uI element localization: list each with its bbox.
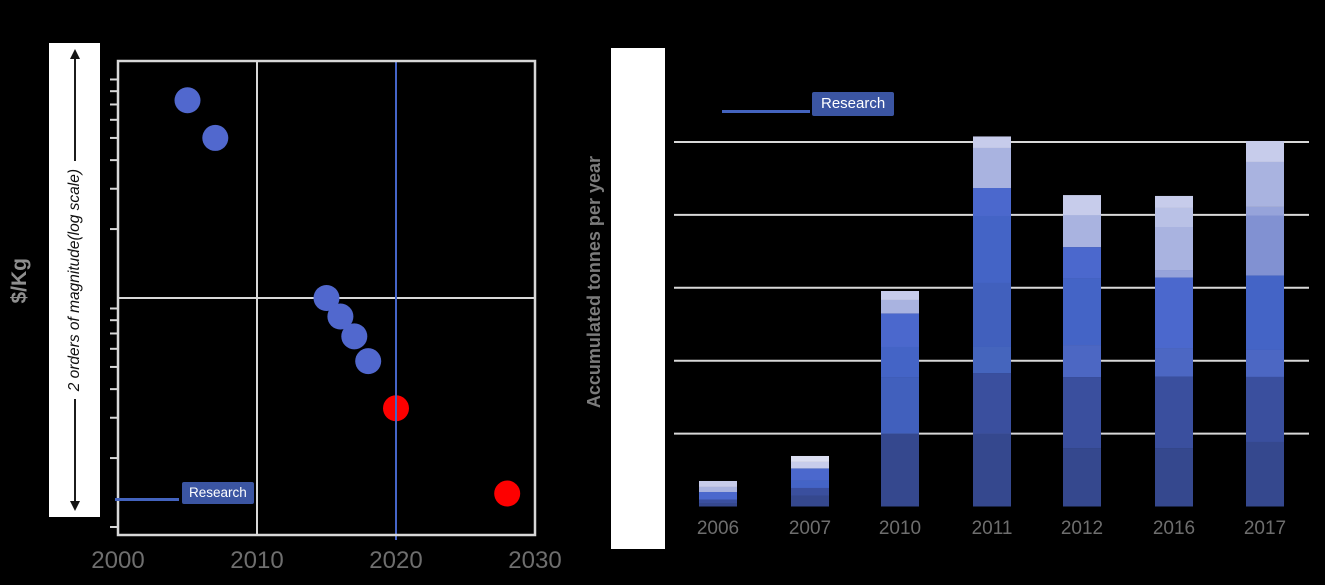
scatter-point [355, 348, 382, 375]
scatter-point [313, 285, 340, 311]
bar-segment [699, 486, 737, 492]
bar-segment [973, 187, 1011, 216]
bar-segment [1155, 227, 1193, 271]
magnitude-scale-bar: 2 orders of magnitude(log scale) [49, 43, 100, 517]
bar-segment [1246, 376, 1284, 442]
bar-category-label: 2010 [879, 518, 921, 539]
bar-segment [881, 377, 919, 434]
scatter-point [327, 303, 354, 330]
bar-segment [699, 480, 737, 487]
x-tick-label: 2010 [230, 547, 283, 574]
arrow-up-icon [69, 49, 80, 59]
bar-segment [1063, 247, 1101, 279]
bar-category-label: 2011 [972, 518, 1013, 539]
bar-category-label: 2012 [1061, 518, 1103, 539]
bar-segment [1246, 215, 1284, 276]
bar-segment [1246, 161, 1284, 207]
bar-segment [1246, 206, 1284, 216]
arrow-stem [73, 399, 76, 502]
bar-segment [1155, 195, 1193, 208]
bar-segment [973, 433, 1011, 507]
bar-segment [699, 491, 737, 500]
bar-segment [1155, 376, 1193, 449]
bar-category-label: 2017 [1244, 518, 1286, 539]
bar-segment [1063, 215, 1101, 248]
arrow-down-icon [69, 501, 80, 512]
bar-segment [1246, 275, 1284, 350]
bar-segment [973, 215, 1011, 283]
bar-segment [1246, 140, 1284, 162]
right-scale-bar [611, 48, 665, 549]
bar-segment [1155, 348, 1193, 377]
bar-segment [1063, 195, 1101, 216]
bar-segment [1063, 345, 1101, 378]
scatter-plot-border [116, 59, 537, 537]
legend-line-icon [115, 498, 179, 502]
bar-segment [699, 503, 737, 507]
bar-segment [973, 373, 1011, 434]
bar-segment [881, 313, 919, 347]
bar-category-label: 2007 [789, 518, 831, 539]
scatter-legend: Research [115, 482, 254, 505]
bar-segment [881, 346, 919, 378]
bar-segment [1155, 270, 1193, 278]
bar-segment [1063, 377, 1101, 449]
bar-segment [791, 468, 829, 481]
scatter-point [341, 323, 368, 350]
bar-segment [973, 282, 1011, 347]
scatter-point [174, 87, 201, 114]
bar-segment [1155, 448, 1193, 507]
bar-segment [1246, 349, 1284, 377]
bar-segment [1155, 207, 1193, 228]
bar-segment [973, 147, 1011, 188]
bar-segment [1155, 277, 1193, 349]
bar-category-label: 2006 [697, 518, 739, 539]
bar-segment [791, 495, 829, 507]
bar-segment [973, 346, 1011, 374]
bar-segment [699, 499, 737, 504]
x-tick-label: 2030 [508, 547, 561, 574]
scatter-point [494, 480, 521, 507]
scatter-legend-label: Research [182, 482, 254, 505]
bar-category-label: 2016 [1153, 518, 1195, 539]
bar-segment [791, 487, 829, 496]
scatter-point [202, 124, 229, 151]
arrow-stem [73, 59, 76, 161]
bar-segment [1063, 448, 1101, 507]
bar-segment [1063, 278, 1101, 346]
bar-segment [791, 461, 829, 469]
bar-segment [791, 480, 829, 488]
bar-segment [1246, 441, 1284, 507]
bar-chart-legend: Research [722, 92, 895, 116]
bar-segment [791, 455, 829, 462]
bar-legend-label: Research [812, 92, 895, 116]
bar-segment [881, 433, 919, 507]
x-tick-label: 2020 [369, 547, 422, 574]
legend-line-icon [722, 110, 810, 113]
x-tick-label: 2000 [91, 547, 144, 574]
bar-segment [881, 291, 919, 300]
bar-segment [973, 136, 1011, 148]
bar-segment [881, 299, 919, 314]
